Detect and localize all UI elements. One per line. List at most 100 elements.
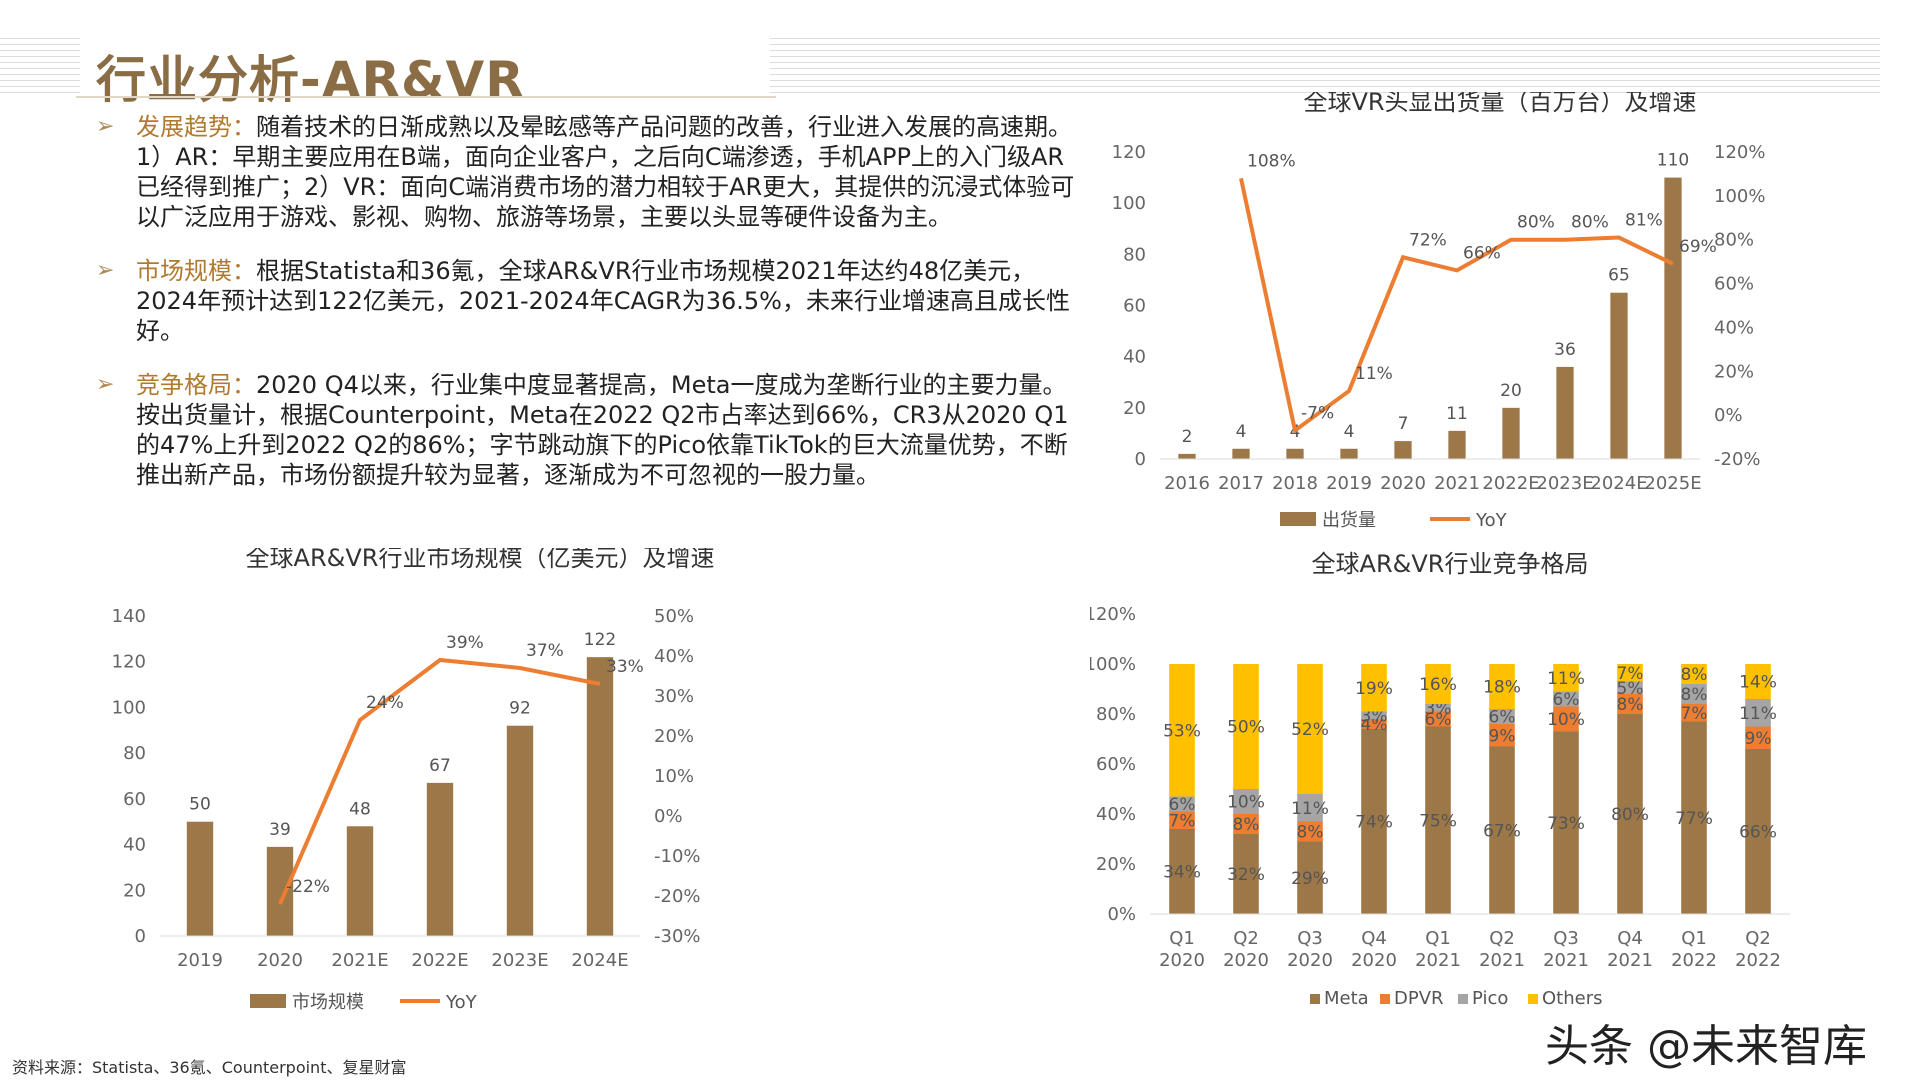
stacked-bar-segment (1233, 789, 1259, 814)
chart-share-svg: 全球AR&VR行业竞争格局 0% 20% 40% 60% 80% 100% 120% 34% 7%… (1090, 550, 1790, 1009)
segment-value-label: 73% (1547, 814, 1585, 834)
stacked-bar-segment (1169, 829, 1195, 914)
legend-label: 市场规模 (292, 992, 364, 1013)
stacked-bar-segment (1233, 814, 1259, 834)
x-tick-label: Q2 (1489, 928, 1515, 949)
segment-value-label: 50% (1227, 718, 1265, 738)
x-tick-label: Q1 (1681, 928, 1707, 949)
bullet-heading: 发展趋势： (136, 113, 256, 141)
chart-competition: 全球AR&VR行业竞争格局 0% 20% 40% 60% 80% 100% 120% 34% 7%… (1090, 548, 1910, 1016)
segment-value-label: 8% (1617, 695, 1644, 715)
x-tick-label: 2021 (1415, 950, 1461, 971)
yoy-value-label: 11% (1355, 364, 1393, 384)
segment-value-label: 10% (1547, 710, 1585, 730)
segment-value-label: 7% (1617, 664, 1644, 684)
y2-tick-label: 30% (654, 686, 694, 707)
stacked-bar-segment (1361, 711, 1387, 719)
segment-value-label: 8% (1297, 823, 1324, 843)
bar-value-label: 39 (269, 820, 291, 840)
y-tick-label: 20% (1096, 854, 1136, 875)
y-tick-label: 40 (123, 835, 146, 856)
yoy-value-label: 80% (1571, 213, 1609, 233)
segment-value-label: 8% (1681, 685, 1708, 705)
legend-label: Others (1542, 988, 1603, 1009)
bar-value-label: 11 (1446, 404, 1468, 424)
segment-value-label: 75% (1419, 811, 1457, 831)
bar (1232, 448, 1250, 459)
yoy-value-label: 80% (1517, 213, 1555, 233)
bar (426, 782, 454, 936)
y-tick-label: 140 (112, 606, 146, 627)
segment-value-label: 6% (1425, 710, 1452, 730)
segment-value-label: 11% (1291, 799, 1329, 819)
x-tick-label: 2020 (1380, 473, 1426, 494)
bar-value-label: 110 (1657, 151, 1689, 171)
segment-value-label: 66% (1739, 823, 1777, 843)
legend-label: 出货量 (1322, 510, 1376, 531)
stacked-bar-segment (1553, 664, 1579, 692)
segment-value-label: 8% (1681, 665, 1708, 685)
y-tick-label: 80 (123, 743, 146, 764)
bar-value-label: 4 (1344, 422, 1355, 442)
chart-title: 全球AR&VR行业竞争格局 (1312, 550, 1589, 578)
x-tick-label: Q3 (1297, 928, 1323, 949)
y-tick-label: 80% (1096, 704, 1136, 725)
x-tick-label: 2021 (1607, 950, 1653, 971)
y2-tick-label: -20% (1714, 449, 1761, 470)
bar (346, 826, 374, 936)
segment-value-label: 16% (1419, 675, 1457, 695)
yoy-value-label: 69% (1679, 237, 1717, 257)
bar-value-label: 65 (1608, 266, 1630, 286)
stacked-bar-segment (1553, 691, 1579, 707)
bullet-trend: ➢ 发展趋势：随着技术的日渐成熟以及晕眩感等产品问题的改善，行业进入发展的高速期… (96, 112, 1076, 232)
segment-value-label: 29% (1291, 869, 1329, 889)
bar (1394, 441, 1412, 459)
x-tick-label: Q4 (1617, 928, 1643, 949)
stacked-bar-segment (1297, 841, 1323, 914)
y-tick-label: 20 (1123, 398, 1146, 419)
segment-value-label: 32% (1227, 865, 1265, 885)
y2-tick-label: 10% (654, 766, 694, 787)
bar-value-label: 7 (1398, 414, 1409, 434)
stacked-bar-segment (1297, 664, 1323, 794)
y2-tick-label: 120% (1714, 142, 1765, 163)
x-tick-label: 2021 (1479, 950, 1525, 971)
stacked-bar-segment (1297, 821, 1323, 842)
yoy-value-label: -22% (286, 877, 330, 897)
segment-value-label: 74% (1355, 813, 1393, 833)
y-tick-label: 120 (112, 652, 146, 673)
x-tick-label: 2020 (1159, 950, 1205, 971)
stacked-bar-segment (1553, 731, 1579, 914)
y2-tick-label: 0% (1714, 405, 1743, 426)
x-tick-label: Q3 (1553, 928, 1579, 949)
stacked-bar-segment (1169, 796, 1195, 812)
x-tick-label: 2023E (491, 950, 548, 971)
y2-tick-label: 40% (654, 646, 694, 667)
x-tick-label: 2022E (411, 950, 468, 971)
bullet-heading: 市场规模： (136, 257, 256, 285)
x-tick-label: 2021 (1434, 473, 1480, 494)
page-title: 行业分析-AR&VR (96, 51, 525, 109)
y-tick-label: 120% (1090, 604, 1136, 625)
arrow-icon: ➢ (96, 258, 115, 283)
legend-swatch-bar (250, 994, 286, 1008)
yoy-value-label: 39% (446, 633, 484, 653)
x-tick-label: 2017 (1218, 473, 1264, 494)
x-tick-label: 2024E (571, 950, 628, 971)
x-tick-label: 2024E (1590, 473, 1647, 494)
bullet-market: ➢ 市场规模：根据Statista和36氪，全球AR&VR行业市场规模2021年… (96, 256, 1076, 346)
x-tick-label: 2021E (331, 950, 388, 971)
bullet-competition: ➢ 竞争格局：2020 Q4以来，行业集中度显著提高，Meta一度成为垄断行业的… (96, 370, 1076, 490)
bar-value-label: 92 (509, 699, 531, 719)
segment-value-label: 6% (1553, 690, 1580, 710)
chart-market-size: 全球AR&VR行业市场规模（亿美元）及增速 0 20 40 60 80 100 120 140 -… (110, 548, 850, 1016)
y-tick-label: 40% (1096, 804, 1136, 825)
segment-value-label: 5% (1617, 679, 1644, 699)
chart-market-svg: 全球AR&VR行业市场规模（亿美元）及增速 0 20 40 60 80 100 120 140 -… (112, 548, 715, 1013)
stacked-bar-segment (1553, 706, 1579, 732)
legend-swatch-bar (1280, 512, 1316, 526)
bar-value-label: 2 (1182, 427, 1193, 447)
stacked-bar-segment (1681, 704, 1707, 722)
x-tick-label: Q2 (1233, 928, 1259, 949)
y-tick-label: 100 (112, 697, 146, 718)
